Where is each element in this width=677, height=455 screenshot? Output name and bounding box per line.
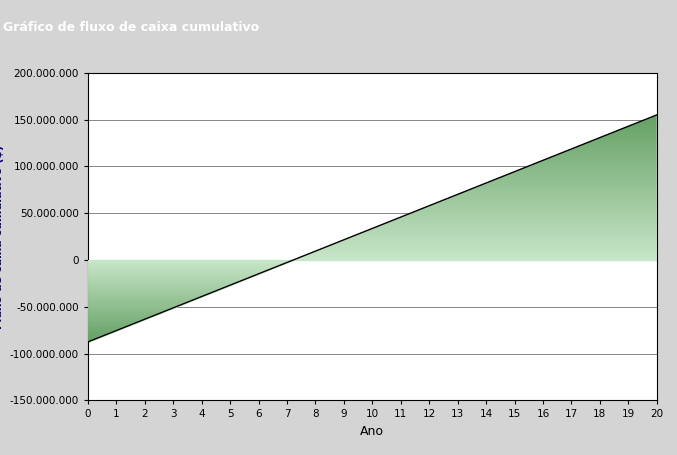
X-axis label: Ano: Ano bbox=[360, 425, 385, 438]
Y-axis label: Fluxo de caixa cumulativo ($): Fluxo de caixa cumulativo ($) bbox=[0, 145, 4, 329]
Text: Gráfico de fluxo de caixa cumulativo: Gráfico de fluxo de caixa cumulativo bbox=[3, 21, 259, 34]
